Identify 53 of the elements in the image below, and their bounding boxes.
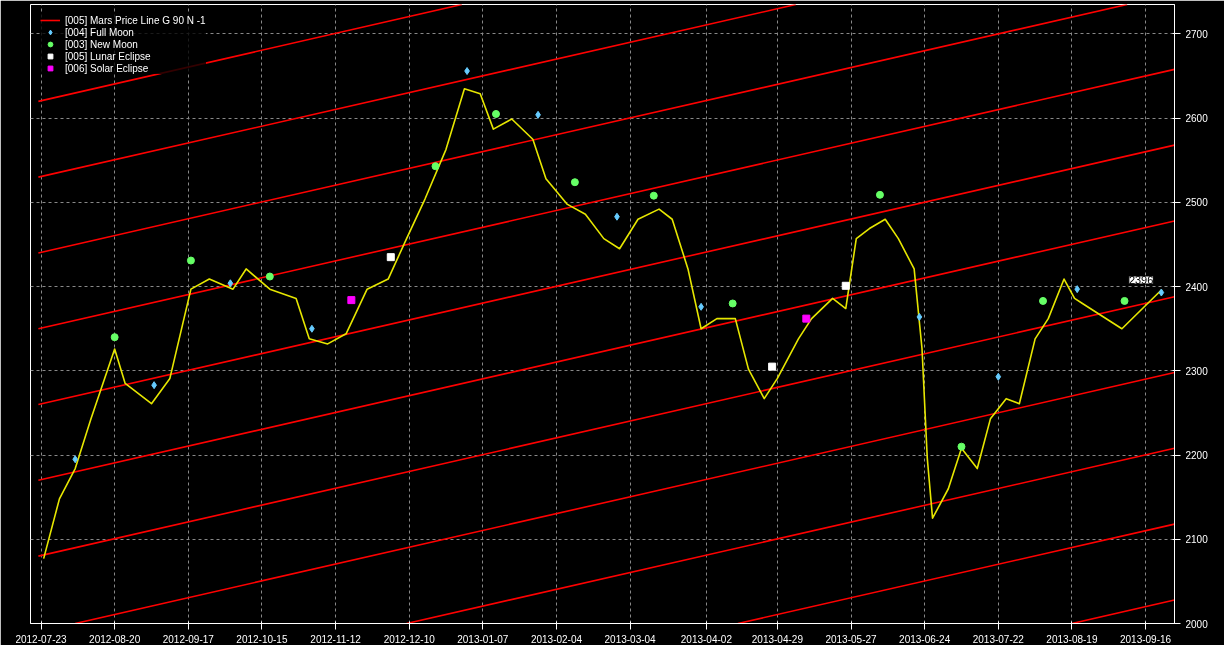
y-tick-label: 2500 [1185, 197, 1209, 209]
x-tick-label: 2012-08-20 [89, 633, 141, 645]
point [1039, 296, 1048, 305]
point [227, 279, 234, 288]
y-tick-label: 2300 [1185, 365, 1209, 377]
point [728, 299, 737, 308]
point [916, 312, 923, 321]
legend-label: [005] Mars Price Line G 90 N -1 [65, 14, 206, 26]
point [802, 314, 811, 323]
x-tick-label: 2013-08-19 [1046, 633, 1098, 645]
legend-label: [005] Lunar Eclipse [65, 50, 151, 62]
x-tick-label: 2013-04-02 [680, 633, 733, 645]
x-tick-label: 2012-10-15 [236, 633, 288, 645]
x-tick-label: 2013-07-22 [972, 633, 1025, 645]
x-tick-label: 2013-02-04 [530, 633, 583, 645]
point [265, 272, 274, 281]
point [186, 256, 195, 265]
point [957, 442, 966, 451]
x-tick-label: 2013-05-27 [825, 633, 878, 645]
point [1074, 285, 1081, 294]
y-tick-label: 2600 [1185, 113, 1209, 125]
x-tick-label: 2012-07-23 [15, 633, 68, 645]
point [491, 109, 500, 118]
point [347, 296, 356, 305]
annotation: 2396 [1128, 274, 1154, 286]
x-tick-label: 2013-09-16 [1120, 633, 1172, 645]
x-tick-label: 2013-04-29 [751, 633, 804, 645]
y-tick-label: 2700 [1185, 28, 1209, 40]
x-tick-label: 2013-01-07 [457, 633, 509, 645]
x-tick-label: 2013-06-24 [899, 633, 951, 645]
point [841, 281, 850, 290]
point [875, 190, 884, 199]
y-tick-label: 2100 [1185, 534, 1209, 546]
x-tick-label: 2012-09-17 [162, 633, 215, 645]
point [386, 253, 395, 262]
x-tick-label: 2013-03-04 [604, 633, 657, 645]
point [72, 455, 79, 464]
y-tick-label: 2000 [1185, 618, 1209, 630]
y-tick-label: 2400 [1185, 281, 1209, 293]
legend-label: [004] Full Moon [65, 26, 134, 38]
point [995, 372, 1002, 381]
y-tick-label: 2200 [1185, 450, 1209, 462]
x-tick-label: 2012-11-12 [310, 633, 362, 645]
x-tick-label: 2012-12-10 [383, 633, 436, 645]
point [1158, 288, 1165, 297]
point [649, 191, 658, 200]
point [110, 333, 119, 342]
point [570, 178, 579, 187]
legend-label: [003] New Moon [65, 38, 138, 50]
legend-label: [006] Solar Eclipse [65, 62, 149, 74]
point [1120, 296, 1129, 305]
point [768, 362, 777, 371]
point [431, 162, 440, 171]
